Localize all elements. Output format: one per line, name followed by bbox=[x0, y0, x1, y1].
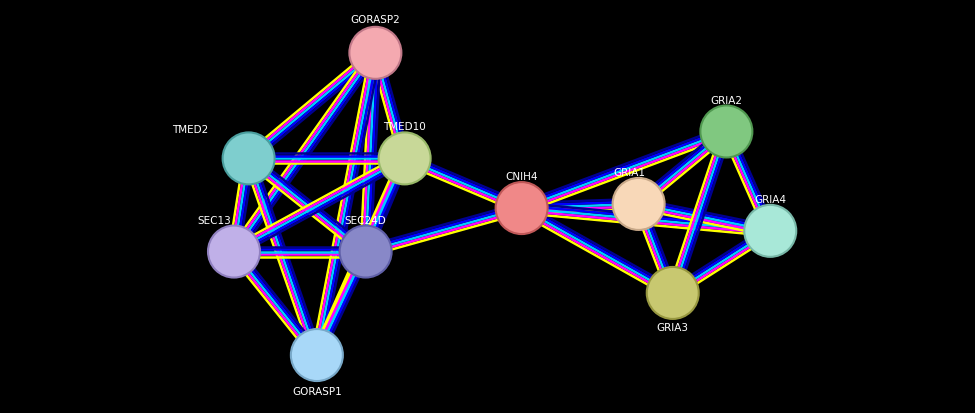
Text: SEC24D: SEC24D bbox=[345, 215, 386, 225]
Ellipse shape bbox=[291, 329, 343, 381]
Ellipse shape bbox=[495, 183, 548, 235]
Text: TMED2: TMED2 bbox=[172, 124, 209, 134]
Text: GRIA2: GRIA2 bbox=[711, 95, 742, 105]
Text: GRIA3: GRIA3 bbox=[657, 322, 688, 332]
Text: SEC13: SEC13 bbox=[198, 215, 231, 225]
Ellipse shape bbox=[222, 133, 275, 185]
Ellipse shape bbox=[646, 267, 699, 319]
Ellipse shape bbox=[378, 133, 431, 185]
Ellipse shape bbox=[339, 226, 392, 278]
Text: GRIA1: GRIA1 bbox=[613, 168, 644, 178]
Text: CNIH4: CNIH4 bbox=[505, 172, 538, 182]
Text: GORASP2: GORASP2 bbox=[350, 15, 401, 25]
Text: TMED10: TMED10 bbox=[383, 122, 426, 132]
Ellipse shape bbox=[349, 28, 402, 80]
Ellipse shape bbox=[208, 226, 260, 278]
Ellipse shape bbox=[700, 106, 753, 158]
Ellipse shape bbox=[744, 205, 797, 257]
Ellipse shape bbox=[612, 178, 665, 230]
Text: GORASP1: GORASP1 bbox=[292, 386, 342, 396]
Text: GRIA4: GRIA4 bbox=[755, 195, 786, 204]
